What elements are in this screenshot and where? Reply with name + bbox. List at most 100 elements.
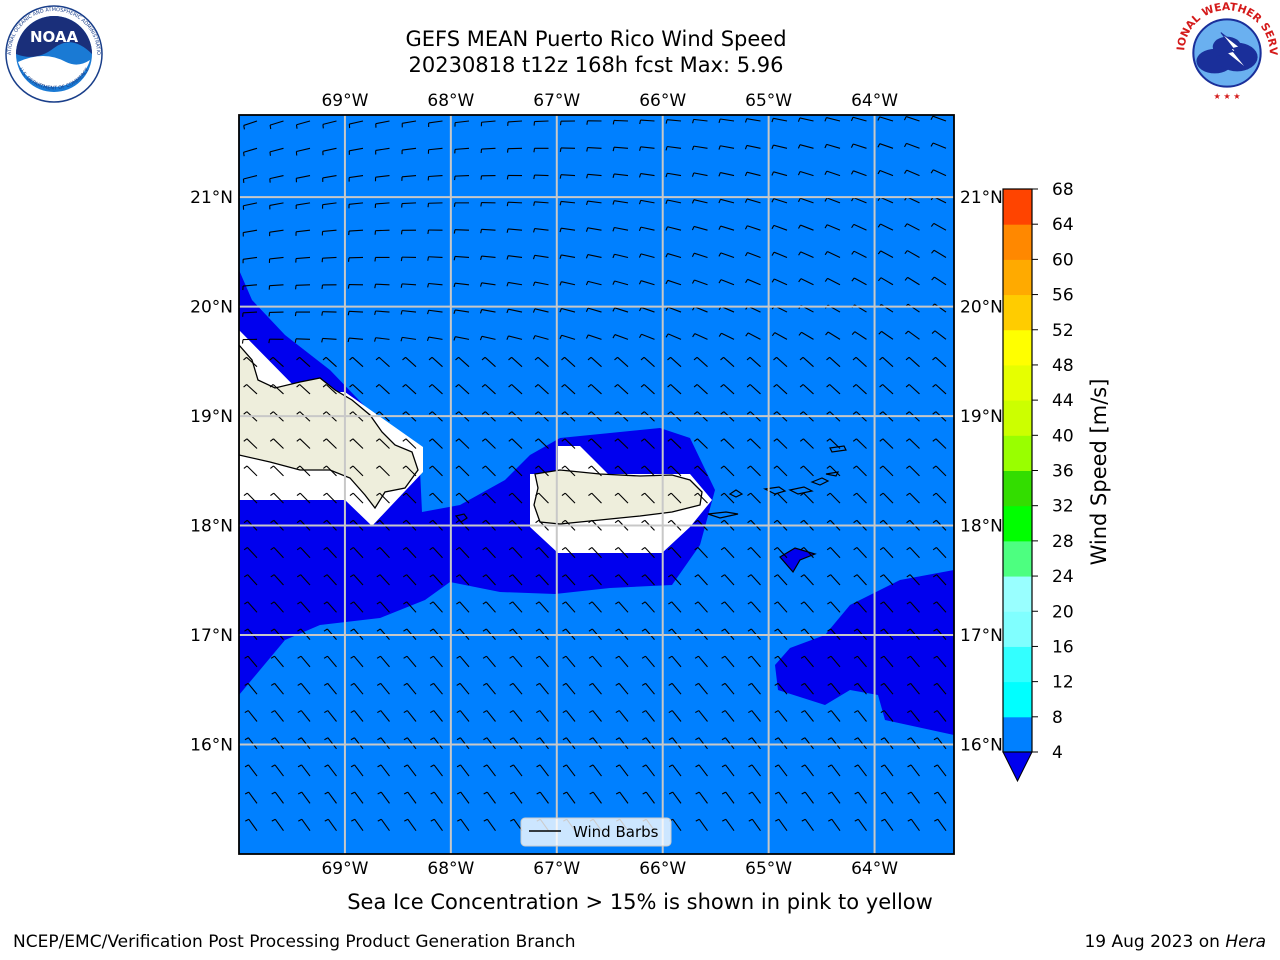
wind-barb <box>906 223 920 231</box>
wind-barb-flag <box>506 228 509 233</box>
wind-barb-flag <box>483 818 488 822</box>
wind-barb <box>534 308 549 313</box>
wind-barb <box>804 791 814 804</box>
wind-barb <box>641 333 655 340</box>
wind-barb-flag <box>509 791 514 795</box>
wind-barb <box>405 492 417 504</box>
wind-barb-flag <box>509 737 514 741</box>
wind-barb <box>804 655 814 668</box>
wind-barb <box>432 547 443 559</box>
lon-tick-label: 66°W <box>639 859 686 879</box>
wind-barb-flag <box>906 682 911 686</box>
wind-barb <box>804 683 814 695</box>
wind-barb <box>538 547 549 559</box>
wind-barb-flag <box>243 384 248 388</box>
wind-barb <box>592 655 602 668</box>
wind-barb <box>643 384 655 395</box>
wind-barb-flag <box>428 438 433 442</box>
wind-barb-flag <box>535 655 540 659</box>
wind-barb <box>800 251 814 258</box>
wind-barb-flag <box>269 438 274 442</box>
wind-barb <box>617 356 629 368</box>
wind-barb <box>243 120 258 126</box>
wind-barb <box>672 818 682 831</box>
wind-barb <box>353 710 364 722</box>
wind-barb <box>830 574 841 586</box>
wind-barb <box>934 330 947 340</box>
wind-barb <box>459 601 470 613</box>
wind-barb <box>534 201 549 204</box>
wind-barb-flag <box>561 547 566 551</box>
wind-barb-flag <box>243 356 247 361</box>
wind-barb-flag <box>612 147 615 152</box>
wind-barb <box>778 818 788 831</box>
wind-barb <box>428 336 443 340</box>
wind-barb-flag <box>427 229 430 235</box>
wind-barb <box>613 119 629 122</box>
wind-barb-flag <box>773 465 778 469</box>
wind-barb-flag <box>482 655 487 659</box>
wind-barb <box>352 438 364 449</box>
lon-tick-label: 67°W <box>533 91 580 111</box>
wind-barb <box>720 118 735 122</box>
wind-barb-flag <box>532 335 536 340</box>
wind-barb-flag <box>453 283 456 288</box>
wind-barb-flag <box>668 655 673 659</box>
wind-barb-flag <box>533 201 536 206</box>
wind-barb <box>672 764 682 777</box>
wind-barb-flag <box>641 682 646 686</box>
wind-barb-flag <box>561 384 566 388</box>
wind-barb-flag <box>932 465 937 469</box>
wind-barb <box>803 438 814 449</box>
wind-barb <box>326 492 337 504</box>
wind-barb <box>564 356 576 368</box>
low-wind-band-southeast <box>775 570 954 735</box>
wind-barb <box>613 146 629 149</box>
wind-barb-flag <box>668 737 673 741</box>
wind-barb-flag <box>797 198 801 203</box>
colorbar-tick-label: 24 <box>1052 567 1074 587</box>
wind-barb-flag <box>482 547 487 551</box>
wind-barb-flag <box>907 791 912 795</box>
wind-barb-flag <box>377 764 382 768</box>
wind-barb-flag <box>296 519 301 524</box>
wind-barb <box>804 710 814 722</box>
wind-barb <box>455 120 470 124</box>
wind-barb <box>352 465 364 477</box>
wind-barb-flag <box>269 411 274 415</box>
wind-barb <box>778 764 788 777</box>
wind-barb <box>614 253 629 259</box>
wind-barb <box>799 117 814 122</box>
wind-barb <box>428 282 443 286</box>
wind-barb-flag <box>774 764 779 768</box>
wind-barb-flag <box>268 339 271 344</box>
wind-barb <box>910 710 920 722</box>
wind-barb <box>831 818 841 831</box>
wind-barb-flag <box>321 284 324 289</box>
wind-barb-flag <box>245 818 250 822</box>
wind-barb <box>829 465 841 477</box>
wind-barb <box>326 465 337 477</box>
wind-barb <box>295 256 311 260</box>
wind-barb <box>327 791 337 804</box>
wind-barb-flag <box>532 308 536 313</box>
wind-barb <box>694 306 708 313</box>
wind-barb <box>269 229 284 233</box>
wind-barb-flag <box>877 170 881 175</box>
wind-barb <box>671 601 682 613</box>
wind-barb-flag <box>853 628 858 632</box>
wind-barb <box>592 710 602 722</box>
wind-barb-flag <box>429 655 434 659</box>
wind-barb <box>803 492 814 504</box>
wind-barb-flag <box>585 281 589 286</box>
wind-barb <box>856 574 867 586</box>
wind-barb <box>564 465 576 477</box>
wind-barb <box>697 574 708 586</box>
wind-barb <box>564 384 576 395</box>
wind-barb-flag <box>720 574 725 578</box>
wind-barb-flag <box>932 492 937 496</box>
wind-barb-flag <box>509 628 514 632</box>
wind-barb-flag <box>851 331 856 336</box>
wind-barb <box>777 601 788 613</box>
wind-barb <box>407 764 417 777</box>
